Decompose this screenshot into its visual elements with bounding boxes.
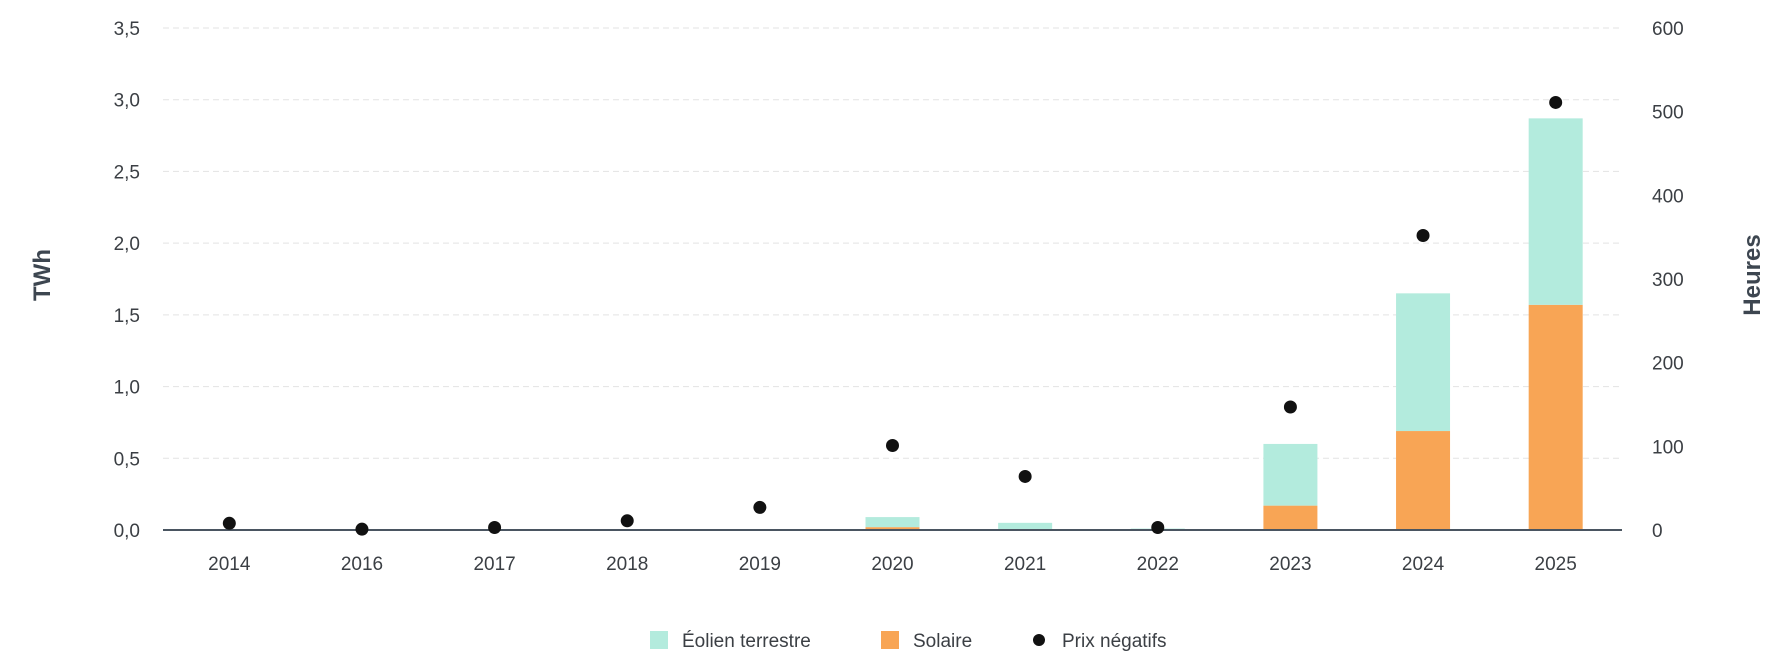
x-tick-label: 2025: [1535, 554, 1577, 575]
x-tick-label: 2017: [473, 554, 515, 575]
y-tick-label: 2,0: [114, 234, 140, 255]
x-tick-label: 2022: [1137, 554, 1179, 575]
bar-segment[interactable]: [1528, 118, 1583, 305]
legend-label: Prix négatifs: [1062, 631, 1167, 652]
scatter-point[interactable]: [620, 514, 634, 528]
legend: Éolien terrestre Solaire Prix négatifs: [650, 631, 1167, 652]
legend-label: Solaire: [913, 631, 972, 652]
y2-tick-label: 100: [1652, 437, 1684, 458]
legend-marker: [1033, 634, 1045, 646]
y-tick-label: 2,5: [114, 162, 140, 183]
y2-tick-label: 200: [1652, 354, 1684, 375]
scatter-series: [222, 95, 1563, 536]
x-tick-label: 2019: [739, 554, 781, 575]
y-tick-label: 3,5: [114, 19, 140, 40]
gridlines: [163, 27, 1622, 459]
left-axis-ticks: 0,0 0,5 1,0 1,5 2,0 2,5 3,0 3,5: [114, 19, 140, 542]
bar-segment[interactable]: [865, 517, 920, 528]
scatter-point[interactable]: [1416, 228, 1430, 242]
x-tick-label: 2020: [871, 554, 913, 575]
scatter-point[interactable]: [1283, 400, 1297, 414]
legend-item[interactable]: Éolien terrestre: [650, 631, 811, 652]
y-tick-label: 1,5: [114, 306, 140, 327]
right-axis-ticks: 0 100 200 300 400 500 600: [1652, 19, 1684, 542]
bar-segment[interactable]: [998, 522, 1053, 530]
x-tick-label: 2023: [1269, 554, 1311, 575]
scatter-point[interactable]: [488, 520, 502, 534]
x-tick-label: 2024: [1402, 554, 1445, 575]
y2-tick-label: 600: [1652, 19, 1684, 40]
y2-tick-label: 0: [1652, 521, 1663, 542]
x-tick-label: 2018: [606, 554, 648, 575]
y-tick-label: 3,0: [114, 91, 140, 112]
y-tick-label: 0,0: [114, 521, 140, 542]
scatter-point[interactable]: [1018, 469, 1032, 483]
x-axis-ticks: 2014 2016 2017 2018 2019 2020 2021 2022 2023 2024…: [208, 554, 1577, 575]
bar-segment[interactable]: [865, 527, 920, 530]
bar-series: [865, 118, 1583, 530]
bar-segment[interactable]: [1396, 431, 1451, 530]
y-axis-title: TWh: [29, 249, 56, 301]
scatter-point[interactable]: [1151, 520, 1165, 534]
bar-segment[interactable]: [1263, 443, 1318, 506]
scatter-point[interactable]: [355, 522, 369, 536]
y2-tick-label: 500: [1652, 103, 1684, 124]
legend-label: Éolien terrestre: [682, 631, 811, 652]
legend-swatch: [650, 631, 668, 649]
y2-tick-label: 300: [1652, 270, 1684, 291]
bar-segment[interactable]: [1263, 505, 1318, 530]
x-tick-label: 2016: [341, 554, 383, 575]
bar-segment[interactable]: [1528, 304, 1583, 530]
legend-item[interactable]: Prix négatifs: [1033, 631, 1167, 652]
x-tick-label: 2014: [208, 554, 251, 575]
y2-axis-title: Heures: [1739, 234, 1766, 315]
y2-tick-label: 400: [1652, 186, 1684, 207]
scatter-point[interactable]: [753, 500, 767, 514]
x-tick-label: 2021: [1004, 554, 1046, 575]
bar-segment[interactable]: [1396, 293, 1451, 432]
scatter-point[interactable]: [886, 438, 899, 452]
scatter-point[interactable]: [1549, 95, 1563, 109]
legend-item[interactable]: Solaire: [881, 631, 972, 652]
scatter-point[interactable]: [222, 516, 236, 530]
legend-swatch: [881, 631, 899, 649]
y-tick-label: 1,0: [114, 378, 140, 399]
y-tick-label: 0,5: [114, 449, 140, 470]
